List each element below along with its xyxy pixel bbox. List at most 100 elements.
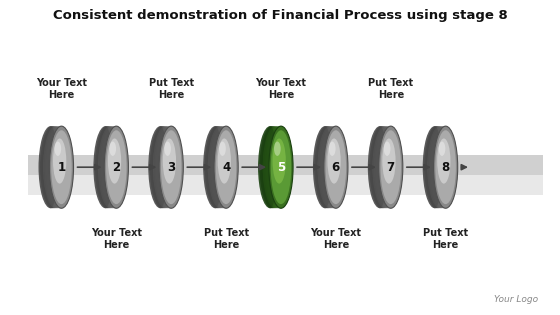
Ellipse shape <box>273 139 286 184</box>
Ellipse shape <box>155 126 179 208</box>
Text: 5: 5 <box>277 161 285 174</box>
Ellipse shape <box>423 126 447 208</box>
Text: Consistent demonstration of Financial Process using stage 8: Consistent demonstration of Financial Pr… <box>53 9 507 22</box>
Ellipse shape <box>102 126 127 208</box>
Ellipse shape <box>40 126 64 208</box>
Text: Your Text
Here: Your Text Here <box>310 228 361 250</box>
Ellipse shape <box>329 141 335 156</box>
Ellipse shape <box>266 126 290 208</box>
Ellipse shape <box>49 126 73 208</box>
Ellipse shape <box>54 141 61 156</box>
Ellipse shape <box>106 130 127 204</box>
Ellipse shape <box>267 126 292 208</box>
Ellipse shape <box>427 126 451 208</box>
Ellipse shape <box>374 126 398 208</box>
Ellipse shape <box>95 126 119 208</box>
Ellipse shape <box>371 126 395 208</box>
Text: 1: 1 <box>57 161 66 174</box>
Ellipse shape <box>382 139 395 184</box>
Ellipse shape <box>208 126 232 208</box>
Ellipse shape <box>104 126 128 208</box>
Ellipse shape <box>163 139 176 184</box>
Ellipse shape <box>270 130 291 204</box>
Ellipse shape <box>372 126 387 208</box>
Text: Put Text
Here: Put Text Here <box>368 78 413 100</box>
Ellipse shape <box>372 126 396 208</box>
Ellipse shape <box>39 126 63 208</box>
Ellipse shape <box>438 141 445 156</box>
Ellipse shape <box>151 126 175 208</box>
Text: 7: 7 <box>387 161 395 174</box>
Text: 2: 2 <box>112 161 120 174</box>
Ellipse shape <box>208 126 222 208</box>
Ellipse shape <box>43 126 67 208</box>
Ellipse shape <box>324 126 348 208</box>
Ellipse shape <box>380 130 401 204</box>
Ellipse shape <box>209 126 234 208</box>
Text: 8: 8 <box>441 161 450 174</box>
Ellipse shape <box>321 126 345 208</box>
Ellipse shape <box>269 126 293 208</box>
Text: Your Text
Here: Your Text Here <box>255 78 306 100</box>
Ellipse shape <box>322 126 347 208</box>
Ellipse shape <box>100 126 124 208</box>
Ellipse shape <box>96 126 120 208</box>
Ellipse shape <box>379 126 403 208</box>
Ellipse shape <box>45 126 69 208</box>
Ellipse shape <box>426 126 450 208</box>
Ellipse shape <box>269 126 293 208</box>
Ellipse shape <box>429 126 453 208</box>
Ellipse shape <box>161 130 181 204</box>
Ellipse shape <box>109 141 116 156</box>
Ellipse shape <box>212 126 237 208</box>
Ellipse shape <box>258 126 282 208</box>
Text: Your Text
Here: Your Text Here <box>91 228 142 250</box>
Ellipse shape <box>150 126 174 208</box>
Ellipse shape <box>53 139 66 184</box>
Ellipse shape <box>318 126 332 208</box>
Text: Put Text
Here: Put Text Here <box>148 78 194 100</box>
Ellipse shape <box>325 130 346 204</box>
Ellipse shape <box>318 126 342 208</box>
Text: Your Logo: Your Logo <box>494 295 538 304</box>
Ellipse shape <box>159 126 183 208</box>
Ellipse shape <box>433 126 458 208</box>
Ellipse shape <box>424 126 449 208</box>
Ellipse shape <box>432 126 456 208</box>
Ellipse shape <box>263 126 277 208</box>
Ellipse shape <box>153 126 167 208</box>
Text: Put Text
Here: Put Text Here <box>423 228 468 250</box>
Ellipse shape <box>157 126 182 208</box>
Ellipse shape <box>319 126 343 208</box>
Ellipse shape <box>263 126 287 208</box>
Bar <box>27 155 543 175</box>
Ellipse shape <box>51 130 72 204</box>
Ellipse shape <box>94 126 118 208</box>
Ellipse shape <box>108 139 121 184</box>
Ellipse shape <box>431 126 455 208</box>
Ellipse shape <box>264 126 288 208</box>
Ellipse shape <box>324 126 348 208</box>
Text: Put Text
Here: Put Text Here <box>203 228 249 250</box>
Ellipse shape <box>433 126 458 208</box>
Ellipse shape <box>98 126 113 208</box>
Ellipse shape <box>260 126 284 208</box>
Ellipse shape <box>218 139 231 184</box>
Ellipse shape <box>261 126 285 208</box>
Ellipse shape <box>48 126 72 208</box>
Ellipse shape <box>313 126 337 208</box>
Ellipse shape <box>219 141 226 156</box>
Ellipse shape <box>376 126 400 208</box>
Ellipse shape <box>427 126 442 208</box>
Bar <box>27 175 543 195</box>
Ellipse shape <box>328 139 340 184</box>
Text: 3: 3 <box>167 161 175 174</box>
Ellipse shape <box>214 126 238 208</box>
Ellipse shape <box>164 141 171 156</box>
Ellipse shape <box>211 126 235 208</box>
Ellipse shape <box>41 126 66 208</box>
Ellipse shape <box>159 126 183 208</box>
Ellipse shape <box>435 130 456 204</box>
Ellipse shape <box>156 126 180 208</box>
Ellipse shape <box>153 126 177 208</box>
